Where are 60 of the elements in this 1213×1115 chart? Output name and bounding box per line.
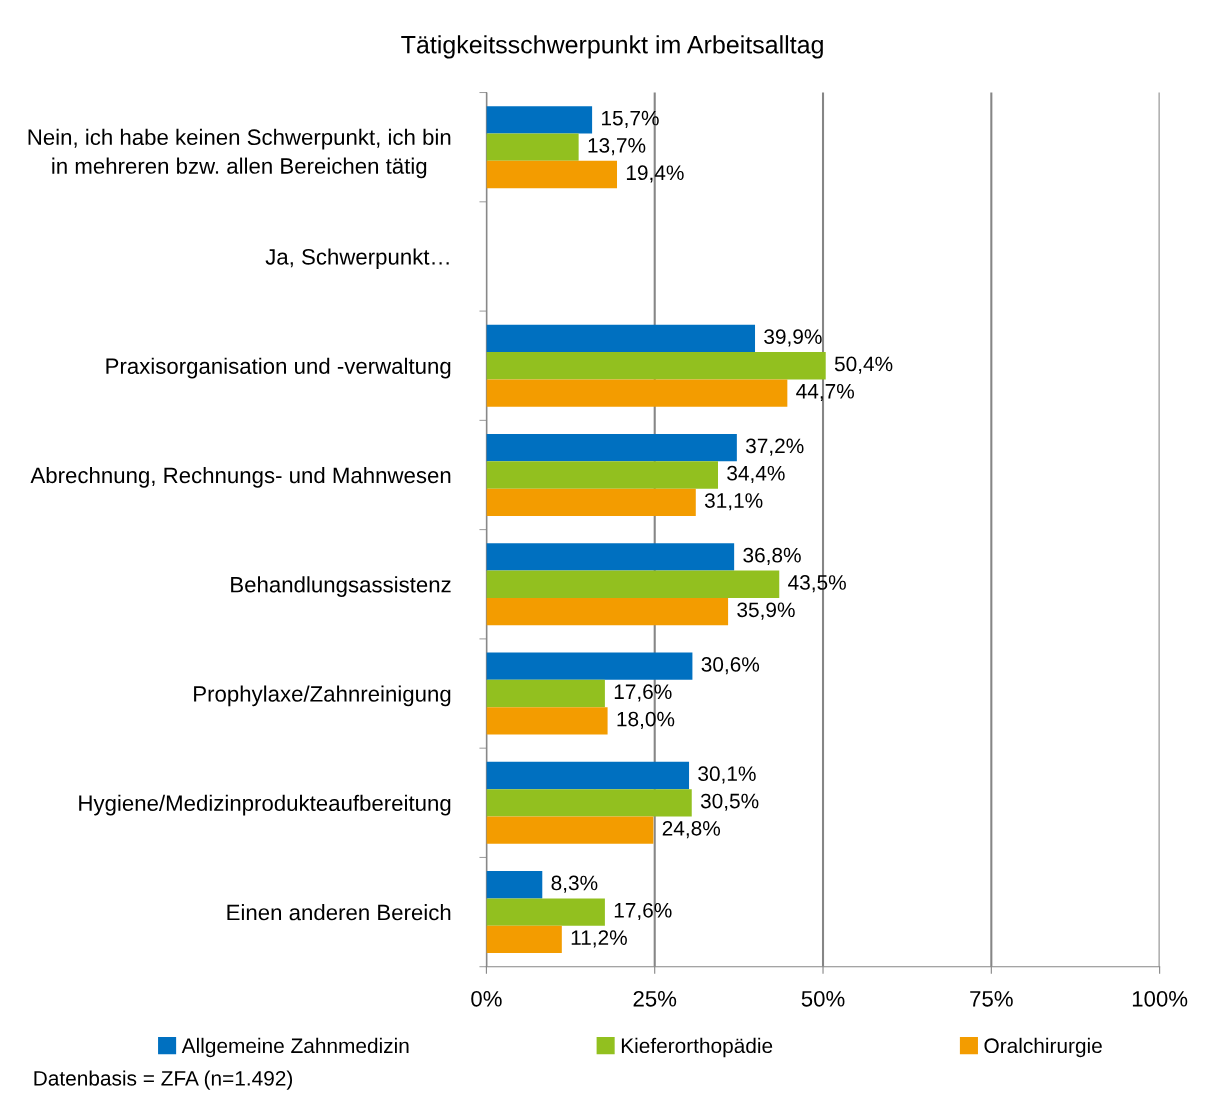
data-label: 11,2% [571,930,627,948]
y-tick-label: Abrechnung, Rechnungs- und Mahnwesen [30,466,451,488]
x-tick-label: 75% [970,991,1013,1007]
data-label: 19,4% [626,165,684,183]
bar [486,761,690,790]
data-label: 50,4% [834,356,893,374]
data-label: 35,9% [737,602,795,620]
bar [486,925,562,954]
legend-label: Allgemeine Zahnmedizin [181,1037,409,1058]
bar [486,652,693,680]
bar [486,816,654,844]
bar [486,871,543,899]
data-label: 44,7% [796,383,854,402]
data-label: 18,0% [617,711,675,729]
data-label: 31,1% [704,493,763,511]
bar [486,434,737,462]
y-tick-label: Einen anderen Bereich [227,904,451,921]
x-tick-label: 25% [633,990,677,1007]
legend-label: Kieferorthopädie [621,1037,773,1058]
bar [486,461,718,489]
text: Datenbasis = ZFA (n=1.492) [34,1070,293,1090]
data-label: 30,5% [700,793,759,811]
bar [486,488,696,516]
y-tick-label: Behandlungsassistenz [231,576,451,597]
bar [486,707,608,735]
y-tick-label: Nein, ich habe keinen Schwerpunkt, ich bin in mehreren bzw. allen Bereichen tätig [28,128,451,179]
chart-title: Tätigkeitsschwerpunkt im Arbeitsalltag [401,35,823,59]
y-tick-label: Prophylaxe/Zahnreinigung [194,685,451,707]
legend-label: Oralchirurgie [984,1037,1102,1058]
bar [486,379,788,407]
bar [486,133,579,161]
x-tick-label: 50% [801,990,845,1007]
y-tick-label: Hygiene/Medizinprodukteaufbereitung [79,794,451,816]
data-label: 30,1% [698,766,756,784]
x-tick-label: 0% [471,990,502,1007]
y-tick-label: Ja, Schwerpunkt… [265,248,449,270]
data-label: 24,8% [662,820,721,839]
y-tick-label: Praxisorganisation und -verwaltung [106,357,451,379]
data-label: 34,4% [727,465,785,484]
bar [486,597,729,626]
bar [486,898,605,926]
data-label: 43,5% [788,575,846,593]
data-label: 36,8% [743,547,801,565]
x-tick-label: 100% [1132,990,1188,1007]
bar [486,543,735,571]
data-label: 17,6% [614,902,672,921]
bar [486,352,826,380]
bar [486,570,780,598]
bar [486,789,692,817]
data-label: 37,2% [745,438,804,456]
data-label: 13,7% [588,138,646,156]
bar [486,679,605,708]
data-label: 15,7% [602,110,659,128]
bar [486,106,593,134]
data-label: 8,3% [551,875,598,893]
bar [486,324,756,353]
data-label: 17,6% [614,684,672,702]
data-label: 39,9% [764,329,822,347]
data-label: 30,6% [701,657,760,675]
bar [486,160,618,189]
